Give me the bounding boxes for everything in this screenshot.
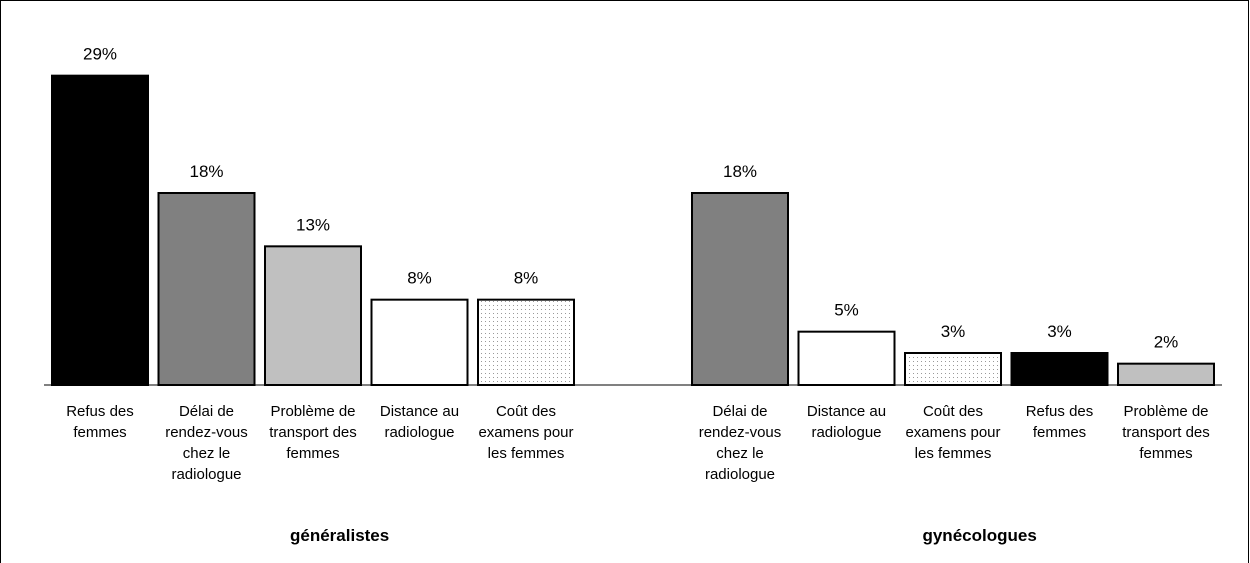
data-label: 2% — [1154, 333, 1179, 352]
bar — [264, 245, 362, 386]
category-label: Refus des femmes — [66, 403, 134, 441]
group-title: gynécologues — [922, 526, 1037, 545]
category-label: Distance au radiologue — [379, 403, 460, 441]
bar — [51, 74, 149, 387]
bar — [1010, 352, 1109, 386]
data-label: 5% — [834, 301, 859, 320]
category-label: Refus des femmes — [1025, 403, 1094, 441]
bar — [157, 192, 256, 386]
bar — [797, 330, 896, 386]
bar — [477, 298, 575, 386]
data-label: 8% — [407, 269, 432, 288]
group-title: généralistes — [290, 526, 390, 545]
category-label: Distance au radiologue — [806, 403, 887, 441]
data-label: 13% — [296, 215, 330, 234]
category-label: Coût des examens pour les femmes — [905, 403, 1001, 462]
data-label: 18% — [723, 162, 757, 181]
bar — [370, 298, 469, 386]
data-label: 29% — [83, 45, 117, 64]
data-label: 8% — [514, 269, 539, 288]
bar — [691, 192, 789, 386]
bar — [904, 352, 1002, 386]
category-label: Délai de rendez-vous chez le radiologue — [165, 403, 248, 483]
data-label: 3% — [941, 322, 966, 341]
data-label: 18% — [189, 162, 223, 181]
bar — [1117, 362, 1215, 386]
category-label: Délai de rendez-vous chez le radiologue — [698, 403, 782, 483]
category-label: Problème de transport des femmes — [1122, 403, 1210, 462]
category-label: Coût des examens pour les femmes — [478, 403, 574, 462]
category-label: Problème de transport des femmes — [269, 403, 357, 462]
data-label: 3% — [1047, 322, 1072, 341]
